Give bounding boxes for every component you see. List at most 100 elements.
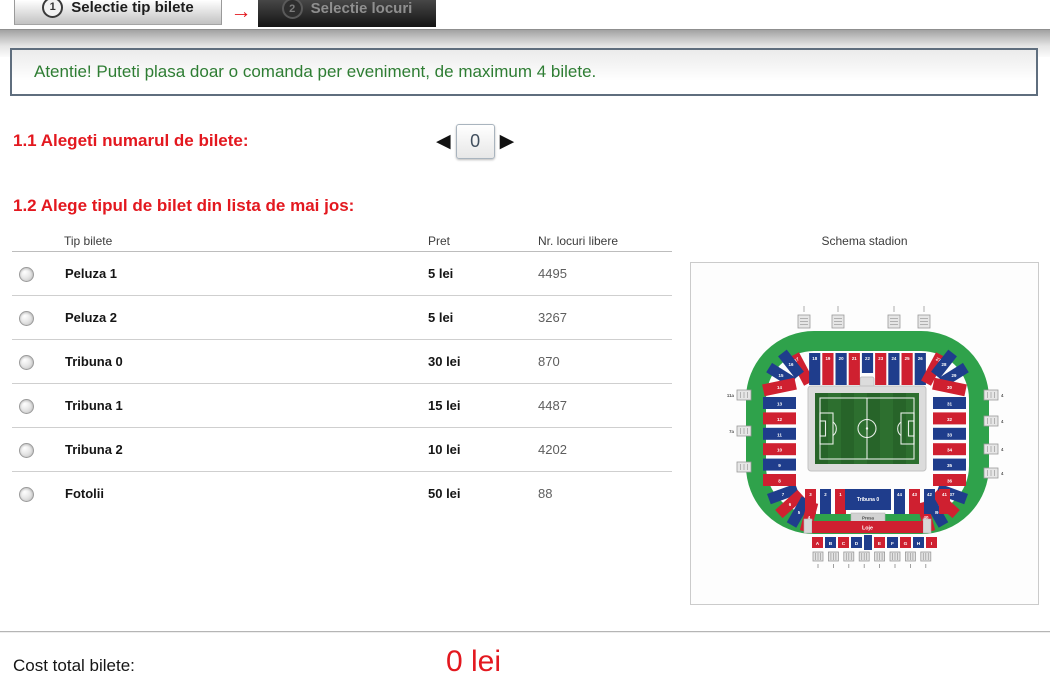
svg-text:19: 19 bbox=[825, 356, 830, 361]
ticket-radio[interactable] bbox=[19, 311, 34, 326]
ticket-count-stepper: ◀ 0 ▶ bbox=[436, 123, 514, 159]
svg-text:D: D bbox=[855, 541, 859, 547]
svg-text:26: 26 bbox=[918, 356, 923, 361]
ticket-price: 10 lei bbox=[428, 442, 461, 457]
table-row[interactable]: Tribuna 0 30 lei 870 bbox=[12, 340, 672, 384]
ticket-type-label: Tribuna 0 bbox=[65, 354, 123, 369]
ticket-free-seats: 870 bbox=[538, 354, 560, 369]
ticket-price: 50 lei bbox=[428, 486, 461, 501]
notice-text: Atentie! Puteti plasa doar o comanda per… bbox=[34, 62, 597, 81]
svg-text:36: 36 bbox=[947, 479, 953, 484]
svg-text:G: G bbox=[904, 541, 908, 547]
ticket-type-label: Peluza 1 bbox=[65, 266, 118, 281]
svg-text:9: 9 bbox=[778, 463, 781, 468]
svg-text:2: 2 bbox=[824, 492, 827, 497]
cost-total-value: 0 lei bbox=[446, 645, 502, 678]
table-row[interactable]: Peluza 1 5 lei 4495 bbox=[12, 252, 672, 296]
svg-text:21: 21 bbox=[852, 356, 857, 361]
svg-text:11: 11 bbox=[777, 432, 782, 437]
tab-2-label: Selectie locuri bbox=[310, 0, 413, 17]
svg-text:18: 18 bbox=[812, 356, 817, 361]
svg-text:31: 31 bbox=[947, 402, 953, 407]
ticket-price: 5 lei bbox=[428, 310, 454, 325]
ticket-free-seats: 4202 bbox=[538, 442, 567, 457]
svg-text:4: 4 bbox=[1001, 419, 1004, 424]
svg-text:6: 6 bbox=[789, 502, 792, 507]
table-row[interactable]: Fotolii 50 lei 88 bbox=[12, 472, 672, 516]
ticket-count-value[interactable]: 0 bbox=[455, 123, 495, 159]
svg-text:14: 14 bbox=[777, 385, 782, 390]
svg-text:43: 43 bbox=[912, 492, 917, 497]
svg-text:7a: 7a bbox=[729, 429, 734, 434]
svg-text:4: 4 bbox=[1001, 393, 1004, 398]
pitch bbox=[807, 376, 927, 472]
svg-text:24: 24 bbox=[891, 356, 896, 361]
ticket-free-seats: 88 bbox=[538, 486, 553, 501]
svg-text:A: A bbox=[816, 541, 820, 547]
svg-text:B: B bbox=[829, 541, 833, 547]
ticket-type-label: Peluza 2 bbox=[65, 310, 118, 325]
ticket-radio[interactable] bbox=[19, 443, 34, 458]
svg-text:32: 32 bbox=[947, 417, 953, 422]
bottom-sectors: 3 2 1 44 43 42 41 Tribuna 0 Presa bbox=[805, 489, 950, 523]
ticket-free-seats: 4495 bbox=[538, 266, 567, 281]
side-sectors: 13 12 11 10 9 8 31 32 33 34 35 36 bbox=[763, 397, 966, 486]
step-1-number-icon: 1 bbox=[42, 0, 64, 18]
svg-text:13: 13 bbox=[777, 402, 783, 407]
svg-text:C: C bbox=[842, 541, 846, 547]
cost-total-label: Cost total bilete: bbox=[13, 656, 135, 675]
ticket-free-seats: 3267 bbox=[538, 310, 567, 325]
svg-text:4: 4 bbox=[1001, 447, 1004, 452]
svg-text:44: 44 bbox=[897, 492, 902, 497]
ticket-radio[interactable] bbox=[19, 487, 34, 502]
ticket-price: 15 lei bbox=[428, 398, 461, 413]
svg-text:20: 20 bbox=[839, 356, 844, 361]
col-header-schema-stadion: Schema stadion bbox=[821, 234, 908, 248]
svg-text:F: F bbox=[891, 541, 894, 547]
tab-selectie-locuri[interactable]: 2 Selectie locuri bbox=[258, 0, 436, 27]
section-1-2-title: 1.2 Alege tipul de bilet din lista de ma… bbox=[13, 196, 355, 215]
svg-text:34: 34 bbox=[947, 448, 953, 453]
svg-text:4: 4 bbox=[808, 515, 811, 520]
svg-text:35: 35 bbox=[947, 463, 953, 468]
svg-text:Presa: Presa bbox=[862, 516, 875, 521]
tab-selectie-tip-bilete[interactable]: 1 Selectie tip bilete bbox=[14, 0, 222, 25]
svg-text:1: 1 bbox=[839, 492, 842, 497]
table-header-divider bbox=[12, 251, 672, 252]
increment-arrow-icon[interactable]: ▶ bbox=[499, 130, 515, 152]
svg-text:37: 37 bbox=[950, 492, 955, 497]
footer-divider bbox=[0, 631, 1050, 632]
svg-text:8: 8 bbox=[778, 479, 781, 484]
svg-text:I: I bbox=[931, 541, 933, 547]
svg-text:15: 15 bbox=[779, 373, 784, 378]
svg-text:Loje: Loje bbox=[862, 526, 873, 532]
table-row[interactable]: Tribuna 2 10 lei 4202 bbox=[12, 428, 672, 472]
ticket-type-label: Tribuna 1 bbox=[65, 398, 123, 413]
svg-text:39: 39 bbox=[934, 510, 939, 515]
svg-text:29: 29 bbox=[952, 373, 957, 378]
ticket-type-label: Fotolii bbox=[65, 486, 104, 501]
decrement-arrow-icon[interactable]: ◀ bbox=[436, 130, 451, 152]
svg-text:40: 40 bbox=[924, 515, 929, 520]
loje-sectors: Loje A B C D E F G H I bbox=[803, 518, 937, 550]
ticket-radio[interactable] bbox=[19, 267, 34, 282]
table-row[interactable]: Peluza 2 5 lei 3267 bbox=[12, 296, 672, 340]
ticket-type-label: Tribuna 2 bbox=[65, 442, 123, 457]
ticket-free-seats: 4487 bbox=[538, 398, 567, 413]
svg-text:11a: 11a bbox=[727, 393, 735, 398]
ticket-price: 30 lei bbox=[428, 354, 461, 369]
svg-text:17: 17 bbox=[793, 356, 800, 363]
svg-text:23: 23 bbox=[878, 356, 883, 361]
section-1-1-title: 1.1 Alegeti numarul de bilete: bbox=[13, 131, 249, 150]
table-row[interactable]: Tribuna 1 15 lei 4487 bbox=[12, 384, 672, 428]
svg-text:H: H bbox=[917, 541, 921, 547]
svg-text:3: 3 bbox=[809, 492, 812, 497]
ticket-radio[interactable] bbox=[19, 399, 34, 414]
svg-text:4: 4 bbox=[1001, 471, 1004, 476]
svg-text:16: 16 bbox=[789, 362, 794, 367]
svg-text:25: 25 bbox=[905, 356, 910, 361]
ticket-radio[interactable] bbox=[19, 355, 34, 370]
svg-text:41: 41 bbox=[942, 492, 947, 497]
